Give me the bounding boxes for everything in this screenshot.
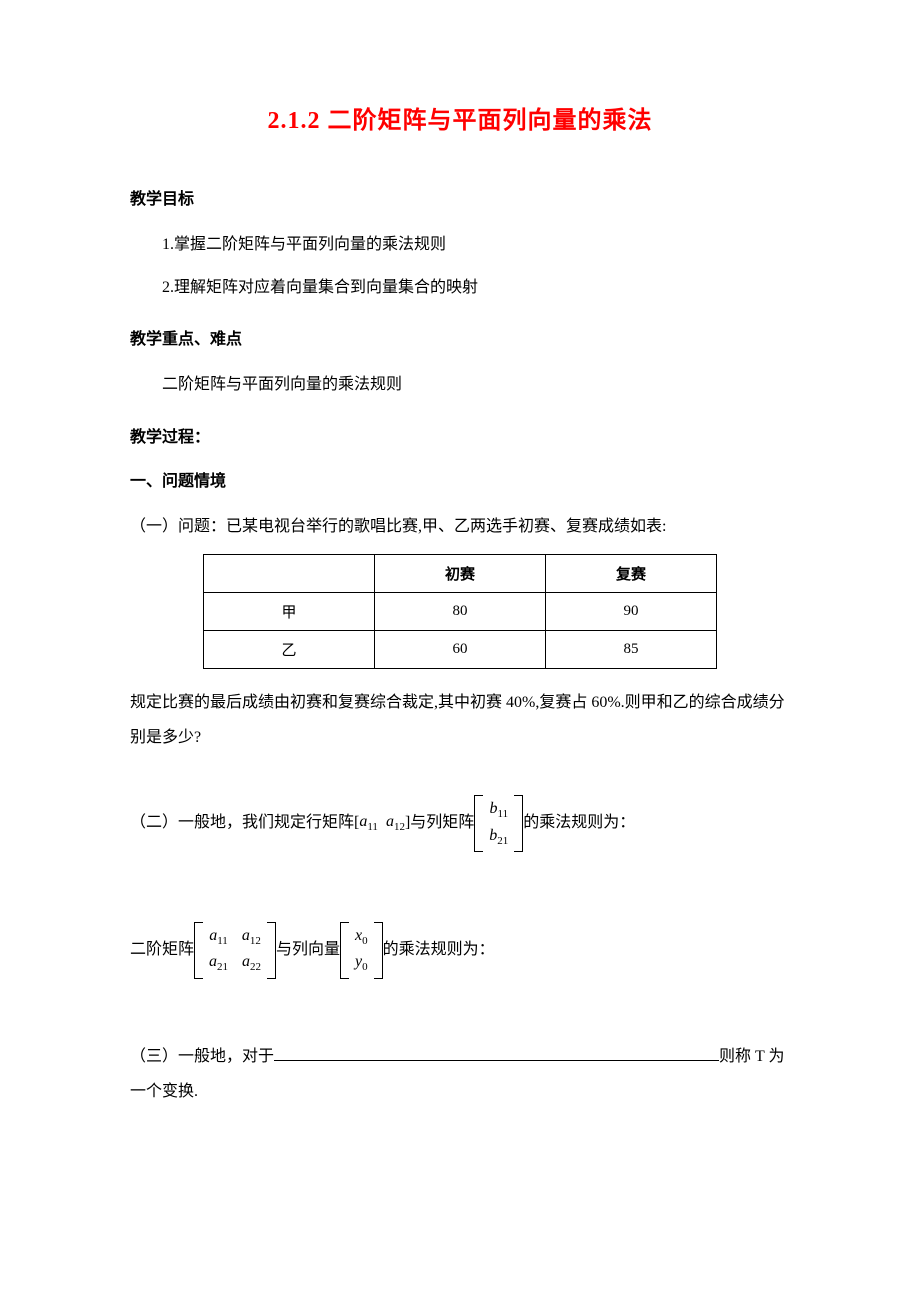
th-prelim: 初赛 (375, 554, 546, 592)
cell-r0c1: 80 (375, 592, 546, 630)
heading-goal: 教学目标 (130, 185, 790, 209)
q2-post: 的乘法规则为： (523, 812, 635, 834)
a12: a12 (242, 926, 261, 948)
column-vector-xy: x0 y0 (340, 922, 383, 979)
q2-pre: （二）一般地，我们规定行矩阵[ (130, 812, 359, 834)
x0: x0 (355, 926, 368, 948)
keypoint-text: 二阶矩阵与平面列向量的乘法规则 (130, 367, 790, 402)
q1-intro: （一）问题：已某电视台举行的歌唱比赛,甲、乙两选手初赛、复赛成绩如表: (130, 509, 790, 544)
q3-line2: 一个变换. (130, 1083, 198, 1100)
th-blank (204, 554, 375, 592)
table-row: 甲 80 90 (204, 592, 717, 630)
a22: a22 (242, 952, 261, 974)
column-matrix-b: b11 b21 (474, 795, 523, 852)
document-page: 2.1.2 二阶矩阵与平面列向量的乘法 教学目标 1.掌握二阶矩阵与平面列向量的… (0, 0, 920, 1302)
y0: y0 (355, 952, 368, 974)
m2-mid: 与列向量 (276, 939, 340, 961)
a21: a21 (209, 952, 228, 974)
table-row: 乙 60 85 (204, 630, 717, 668)
row-matrix-a11: a11 (359, 812, 378, 834)
heading-process: 教学过程： (130, 423, 790, 447)
blank-underline (274, 1044, 719, 1061)
cell-r1c1: 60 (375, 630, 546, 668)
m2-math-line: 二阶矩阵 a11 a12 a21 a22 与列向量 (130, 922, 790, 979)
matrix-2x2-a: a11 a12 a21 a22 (194, 922, 276, 979)
b21: b21 (489, 826, 508, 848)
a11: a11 (209, 926, 228, 948)
cell-r0c0: 甲 (204, 592, 375, 630)
heading-keypoint: 教学重点、难点 (130, 325, 790, 349)
q2-math-line: （二）一般地，我们规定行矩阵[ a11 a12 ]与列矩阵 b11 b21 的乘… (130, 795, 790, 852)
q3-pre: （三）一般地，对于 (130, 1048, 274, 1065)
q2-mid1: ]与列矩阵 (405, 812, 474, 834)
m2-pre: 二阶矩阵 (130, 939, 194, 961)
row-matrix-a12: a12 (386, 812, 405, 834)
q1-followup: 规定比赛的最后成绩由初赛和复赛综合裁定,其中初赛 40%,复赛占 60%.则甲和… (130, 685, 790, 755)
title-text: 2.1.2 二阶矩阵与平面列向量的乘法 (268, 108, 653, 134)
heading-situation: 一、问题情境 (130, 467, 790, 491)
q3-block: （三）一般地，对于 则称 T 为 一个变换. (130, 1039, 790, 1109)
goal-item-2: 2.理解矩阵对应着向量集合到向量集合的映射 (130, 270, 790, 305)
document-title: 2.1.2 二阶矩阵与平面列向量的乘法 (130, 100, 790, 135)
table-header-row: 初赛 复赛 (204, 554, 717, 592)
score-table: 初赛 复赛 甲 80 90 乙 60 85 (203, 554, 717, 669)
cell-r1c2: 85 (546, 630, 717, 668)
m2-post: 的乘法规则为： (383, 939, 495, 961)
th-final: 复赛 (546, 554, 717, 592)
b11: b11 (489, 799, 508, 821)
q3-post: 则称 T 为 (719, 1048, 785, 1065)
cell-r0c2: 90 (546, 592, 717, 630)
cell-r1c0: 乙 (204, 630, 375, 668)
goal-item-1: 1.掌握二阶矩阵与平面列向量的乘法规则 (130, 227, 790, 262)
